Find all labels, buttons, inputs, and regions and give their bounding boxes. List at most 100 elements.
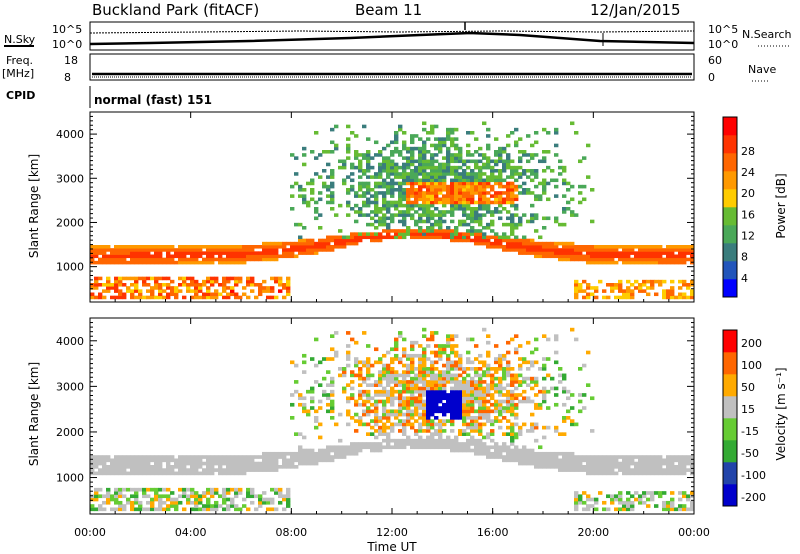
power-cell [250, 251, 255, 255]
velocity-cell [338, 367, 343, 371]
power-cell [334, 143, 339, 148]
velocity-cell [442, 350, 447, 355]
power-cell [310, 238, 315, 243]
velocity-cell [194, 500, 199, 505]
velocity-cell [242, 504, 247, 508]
power-cell [490, 175, 495, 179]
power-cell [426, 232, 431, 236]
power-cell [418, 219, 423, 224]
nsky-label: N.Sky [4, 33, 36, 46]
power-cell [470, 210, 475, 214]
power-cell [666, 254, 671, 259]
velocity-cell [122, 465, 127, 469]
power-cell [130, 251, 135, 255]
power-cell [586, 283, 591, 287]
velocity-cell [418, 425, 423, 430]
velocity-cell [478, 416, 483, 420]
power-heatmap [90, 121, 695, 300]
velocity-cell [354, 402, 359, 407]
power-cell [394, 172, 399, 176]
velocity-cell [130, 507, 135, 512]
velocity-cell [158, 507, 163, 512]
velocity-cell [506, 370, 511, 374]
power-cell [110, 260, 115, 265]
power-cell [438, 200, 443, 205]
velocity-cell [550, 458, 555, 463]
velocity-cell [106, 487, 111, 492]
velocity-cell [490, 445, 495, 450]
power-cell [250, 245, 255, 249]
velocity-cell [506, 367, 511, 371]
velocity-cell [554, 429, 559, 433]
velocity-cell [490, 419, 495, 423]
power-cell [122, 260, 127, 265]
velocity-cell [162, 458, 167, 463]
power-cell [270, 251, 275, 255]
power-cell [438, 222, 443, 227]
power-cell [622, 251, 627, 255]
power-cell [514, 140, 519, 145]
power-cell [498, 181, 503, 186]
power-cell [186, 289, 191, 293]
velocity-cell [126, 497, 131, 502]
velocity-cell [202, 491, 207, 495]
velocity-cell [178, 458, 183, 463]
velocity-cell [406, 386, 411, 391]
velocity-cell [450, 334, 455, 338]
power-cell [94, 279, 99, 284]
power-cell [482, 241, 487, 246]
power-cell [354, 232, 359, 236]
power-cell [398, 229, 403, 233]
power-cell [206, 289, 211, 293]
velocity-cell [374, 347, 379, 352]
power-cell [426, 165, 431, 170]
velocity-cell [186, 458, 191, 463]
velocity-cell [518, 458, 523, 463]
power-cell [418, 153, 423, 157]
power-cell [618, 286, 623, 290]
velocity-cell [558, 451, 563, 456]
velocity-cell [466, 445, 471, 450]
velocity-cell [450, 347, 455, 352]
velocity-cell [186, 487, 191, 492]
velocity-cell [294, 451, 299, 456]
velocity-cell [678, 497, 683, 502]
power-cell [494, 191, 499, 195]
velocity-cell [514, 334, 519, 338]
power-cell [594, 295, 599, 300]
power-cell [426, 210, 431, 214]
velocity-cell [378, 425, 383, 430]
velocity-cell [154, 458, 159, 463]
velocity-cell [354, 429, 359, 433]
velocity-cell [330, 416, 335, 420]
power-cell [426, 137, 431, 141]
power-cell [346, 146, 351, 151]
power-cell [470, 172, 475, 176]
velocity-cell [390, 438, 395, 443]
velocity-cell [338, 455, 343, 459]
velocity-cell [486, 340, 491, 345]
velocity-cell [310, 389, 315, 394]
power-cell [218, 245, 223, 249]
velocity-cell [358, 445, 363, 450]
power-cell [118, 283, 123, 287]
velocity-cell [410, 360, 415, 365]
velocity-cell [282, 494, 287, 499]
velocity-cell [514, 455, 519, 459]
velocity-cell [642, 468, 647, 472]
velocity-cell [422, 334, 427, 338]
velocity-cell [666, 471, 671, 476]
power-cell [442, 184, 447, 189]
power-cell [298, 184, 303, 189]
velocity-cell [158, 455, 163, 459]
velocity-cell [418, 422, 423, 427]
power-cell [430, 203, 435, 208]
power-cell [162, 260, 167, 265]
power-cell [494, 210, 499, 214]
power-cell [450, 140, 455, 145]
velocity-cell [430, 419, 435, 423]
velocity-cell [286, 497, 291, 502]
power-cell [422, 203, 427, 208]
power-cell [394, 229, 399, 233]
power-cell [398, 153, 403, 157]
